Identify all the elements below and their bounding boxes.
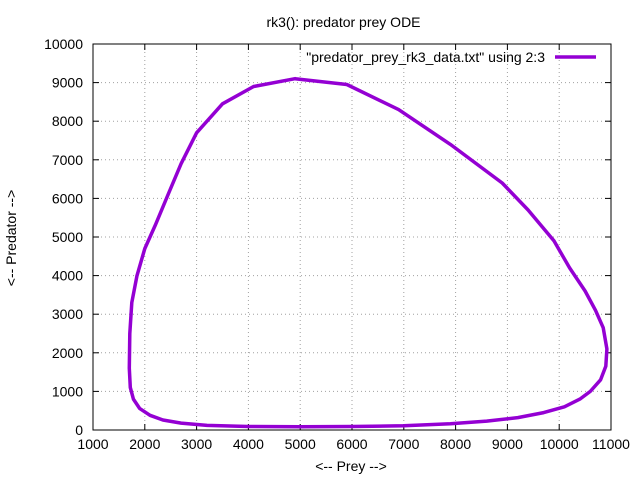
x-axis-label: <-- Prey --> xyxy=(315,458,387,474)
x-tick-label: 2000 xyxy=(129,436,160,452)
x-tick-label: 9000 xyxy=(492,436,523,452)
y-tick-label: 6000 xyxy=(52,190,83,206)
x-tick-label: 6000 xyxy=(336,436,367,452)
x-tick-label: 5000 xyxy=(285,436,316,452)
y-tick-label: 0 xyxy=(75,422,83,438)
x-tick-label: 3000 xyxy=(181,436,212,452)
series-line xyxy=(127,76,609,429)
x-tick-label: 11000 xyxy=(592,436,630,452)
x-tick-label: 1000 xyxy=(77,436,108,452)
legend: "predator_prey_rk3_data.txt" using 2:3 xyxy=(306,49,596,65)
y-tick-label: 7000 xyxy=(52,152,83,168)
x-tick-label: 4000 xyxy=(233,436,264,452)
chart-title: rk3(): predator prey ODE xyxy=(266,14,420,30)
y-tick-label: 4000 xyxy=(52,268,83,284)
series-layer xyxy=(127,76,609,429)
x-tick-label: 7000 xyxy=(388,436,419,452)
y-tick-label: 5000 xyxy=(52,229,83,245)
y-tick-label: 9000 xyxy=(52,75,83,91)
x-tick-label: 10000 xyxy=(540,436,579,452)
y-tick-label: 2000 xyxy=(52,345,83,361)
y-tick-label: 3000 xyxy=(52,306,83,322)
legend-label: "predator_prey_rk3_data.txt" using 2:3 xyxy=(306,49,545,65)
plot-frame xyxy=(92,43,612,431)
y-tick-label: 10000 xyxy=(44,36,83,52)
x-tick-label: 8000 xyxy=(440,436,471,452)
y-axis-label: <-- Predator --> xyxy=(3,190,19,286)
y-tick-label: 8000 xyxy=(52,113,83,129)
y-tick-label: 1000 xyxy=(52,383,83,399)
tick-labels: 1000 2000 3000 4000 5000 6000 7000 8000 9000 1000… xyxy=(44,36,630,452)
grid xyxy=(93,44,611,430)
